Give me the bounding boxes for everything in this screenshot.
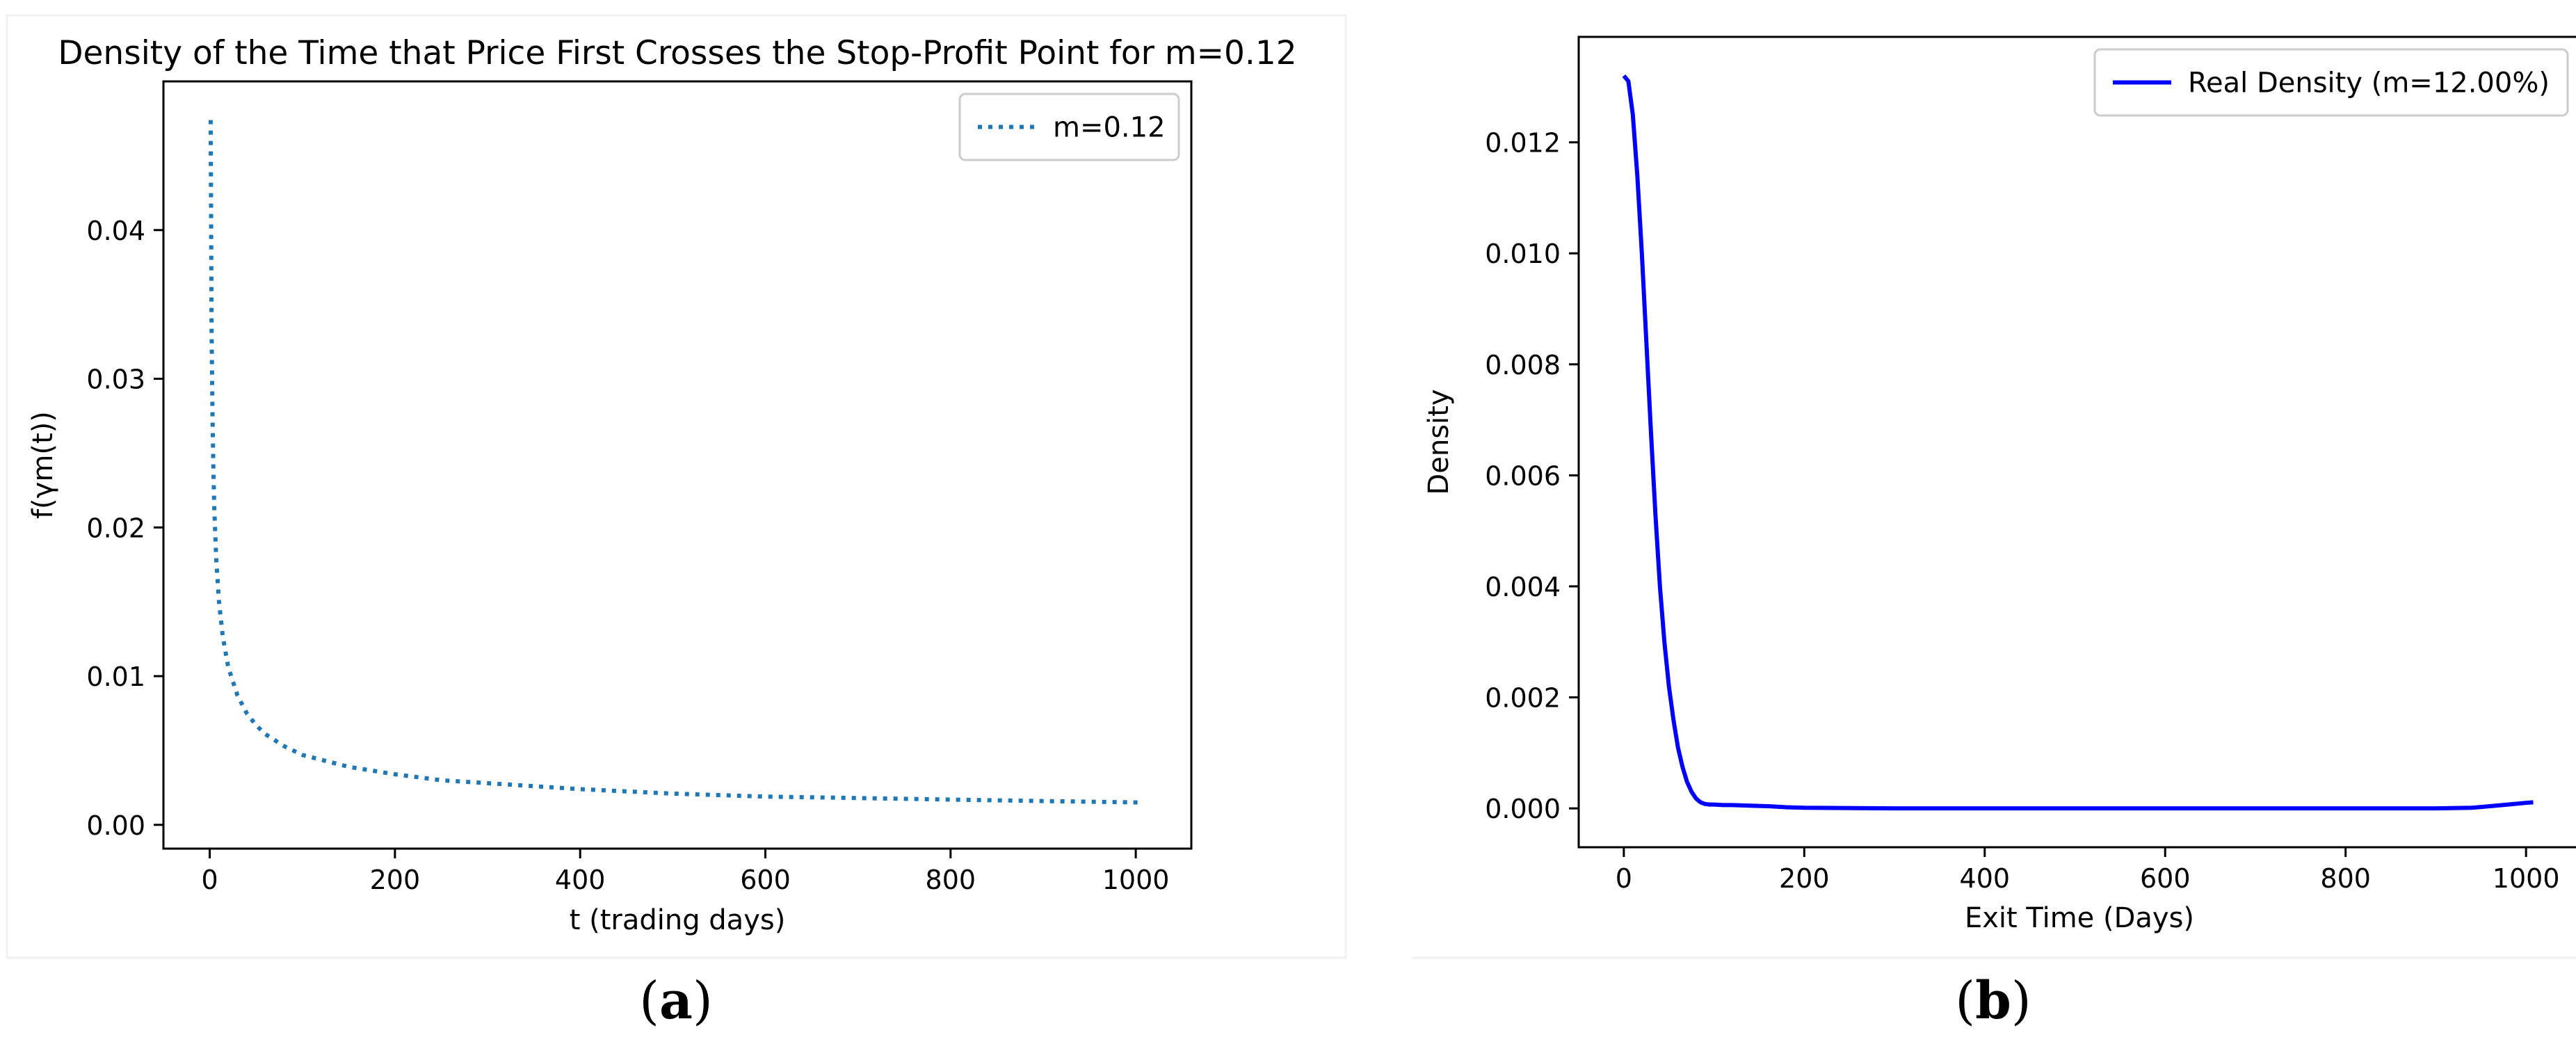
panel-a-y-tick-label: 0.00: [86, 810, 145, 841]
panel-b-x-tick-label: 400: [1960, 863, 2011, 894]
panel-b-y-tick-label: 0.000: [1485, 794, 1561, 824]
panel-b-axes-frame: [1577, 35, 2576, 849]
panel-a-y-tick-label: 0.04: [86, 216, 145, 246]
panel-b-y-tick-label: 0.008: [1485, 350, 1561, 380]
panel-b-x-tick-label: 800: [2320, 863, 2371, 894]
panel-a-series-line-0: [208, 120, 1143, 805]
panel-b-y-tick-label: 0.010: [1485, 239, 1561, 269]
panel-b-x-tick-label: 1000: [2493, 863, 2560, 894]
panel-b-x-tick-label: 600: [2140, 863, 2191, 894]
panel-a-x-tick-label: 400: [555, 865, 606, 895]
panel-b-y-tick-label: 0.012: [1485, 128, 1561, 159]
panel-b-caption-letter: b: [1975, 971, 2011, 1031]
panel-a-x-tick-label: 600: [740, 865, 791, 895]
panel-a-title: Density of the Time that Price First Cro…: [58, 34, 1296, 72]
panel-b-x-tick-label: 0: [1616, 863, 1632, 894]
panel-a-x-tick-label: 1000: [1102, 865, 1170, 895]
panel-a-legend-box: [958, 93, 1180, 161]
panel-a-x-tick-label: 800: [926, 865, 976, 895]
panel-b-series-line-0: [1622, 74, 2534, 811]
panel-b-y-axis-label: Density: [1423, 389, 1455, 495]
panel-a-frame: [6, 14, 1347, 959]
panel-b-caption: (b): [1955, 971, 2031, 1031]
panel-b-y-tick-label: 0.006: [1485, 460, 1561, 491]
panel-a-caption-letter: a: [659, 971, 693, 1031]
panel-a-x-axis-label: t (trading days): [570, 904, 786, 936]
panel-b-legend-label: Real Density (m=12.00%): [2188, 67, 2550, 99]
panel-b-y-tick-label: 0.004: [1485, 572, 1561, 602]
panel-a-y-tick-label: 0.02: [86, 513, 145, 543]
panel-b-legend-box: [2093, 48, 2569, 117]
panel-a-chart: Density of the Time that Price First Cro…: [27, 34, 1297, 936]
panel-a-axes-frame: [162, 80, 1193, 850]
panel-a-caption: (a): [639, 971, 713, 1031]
panel-b-x-tick-label: 200: [1779, 863, 1830, 894]
panel-b-x-axis-label: Exit Time (Days): [1965, 902, 2194, 934]
panel-a-x-tick-label: 0: [201, 865, 218, 895]
panel-a-y-axis-label: f(γm(t)): [27, 411, 59, 519]
panel-b-y-tick-label: 0.002: [1485, 683, 1561, 714]
panel-a-y-tick-label: 0.01: [86, 662, 145, 692]
panel-a-legend-label: m=0.12: [1053, 112, 1166, 144]
panel-a-x-tick-label: 200: [370, 865, 421, 895]
panel-b-chart: 0 200 400 600 800 1000 0.000 0.002 0.004 0.006 0.0…: [1423, 35, 2576, 934]
panel-a-y-tick-label: 0.03: [86, 364, 145, 395]
